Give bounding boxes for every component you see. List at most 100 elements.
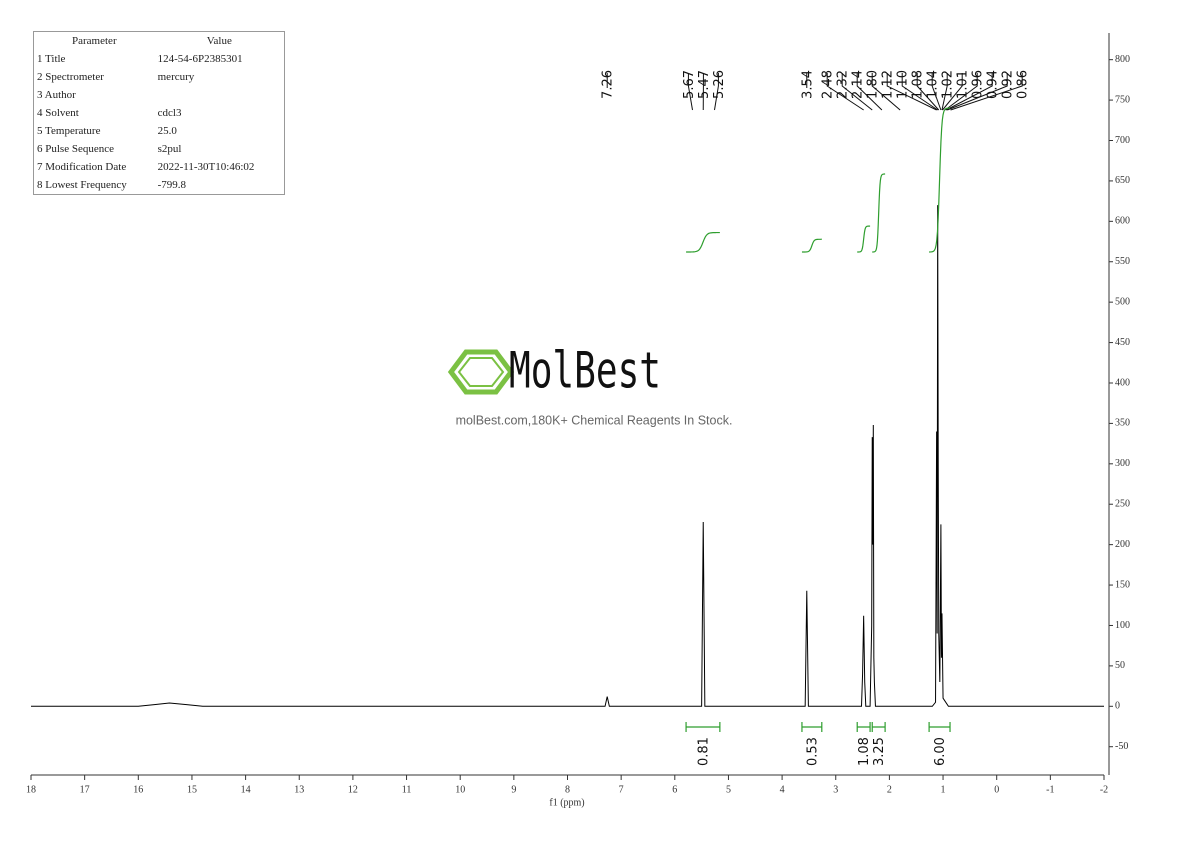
peak-label: 0.86 xyxy=(1016,70,1031,99)
table-header: Value xyxy=(206,35,232,47)
peak-label: 1.01 xyxy=(956,70,971,99)
x-tick-label: 9 xyxy=(511,784,516,795)
y-tick-label: 800 xyxy=(1115,54,1130,65)
peak-label: 5.26 xyxy=(712,70,727,99)
integral-label: 6.00 xyxy=(933,737,948,766)
table-cell: -799.8 xyxy=(157,179,187,191)
integral-bracket xyxy=(871,722,886,732)
table-row: 1 Title 124-54-6P2385301 xyxy=(34,50,285,68)
peak-label: 5.47 xyxy=(697,70,712,99)
peak-label: 1.08 xyxy=(911,70,926,99)
table-row: 7 Modification Date 2022-11-30T10:46:02 xyxy=(34,158,285,176)
y-tick-label: 500 xyxy=(1115,296,1130,307)
spectrum-line xyxy=(31,205,1104,707)
peak-label: 1.04 xyxy=(926,70,941,99)
x-tick-label: 2 xyxy=(887,784,892,795)
y-tick-label: 150 xyxy=(1115,579,1130,590)
x-tick-label: 7 xyxy=(619,784,624,795)
table-cell: 124-54-6P2385301 xyxy=(157,53,243,65)
peak-leader xyxy=(947,73,1008,111)
table-cell: 6 Pulse Sequence xyxy=(37,143,114,155)
x-tick-label: 5 xyxy=(726,784,731,795)
table-cell xyxy=(155,86,285,104)
x-tick-label: 6 xyxy=(672,784,677,795)
peak-leader xyxy=(714,73,719,111)
peak-label: 2.48 xyxy=(821,70,836,99)
integral-curve xyxy=(686,231,720,253)
x-tick-label: 10 xyxy=(455,784,465,795)
y-tick-label: 600 xyxy=(1115,216,1130,227)
integral-curve xyxy=(857,225,871,253)
logo-ring xyxy=(457,357,505,387)
table-cell: 7 Modification Date xyxy=(37,161,127,173)
x-tick-label: 16 xyxy=(133,784,143,795)
y-tick-label: 50 xyxy=(1115,660,1125,671)
peak-label: 1.12 xyxy=(881,70,896,99)
integral-curve xyxy=(801,238,822,253)
integral-curve xyxy=(929,107,951,253)
y-tick-label: 550 xyxy=(1115,256,1130,267)
y-tick-label: 450 xyxy=(1115,337,1130,348)
y-tick-label: 300 xyxy=(1115,458,1130,469)
peak-leader xyxy=(886,73,937,111)
y-tick-label: 400 xyxy=(1115,377,1130,388)
peak-leader xyxy=(931,73,942,111)
peak-leader xyxy=(942,73,963,111)
watermark: MolBest molBest.com,180K+ Chemical Reage… xyxy=(447,342,733,427)
x-tick-label: 0 xyxy=(994,784,999,795)
table-cell: cdcl3 xyxy=(157,107,182,119)
x-tick-label: 1 xyxy=(941,784,946,795)
integral-label: 0.81 xyxy=(696,737,711,766)
x-tick-label: 11 xyxy=(402,784,412,795)
x-tick-label: -2 xyxy=(1100,784,1108,795)
peak-leader xyxy=(856,73,883,111)
integral-bracket xyxy=(856,722,871,732)
peak-label: 1.80 xyxy=(866,70,881,99)
table-cell: 25.0 xyxy=(157,125,177,137)
table-cell: 5 Temperature xyxy=(37,125,101,137)
integral-label: 0.53 xyxy=(805,737,820,766)
table-cell: 8 Lowest Frequency xyxy=(37,179,127,191)
x-tick-label: 18 xyxy=(26,784,36,795)
x-axis-label: f1 (ppm) xyxy=(549,797,584,808)
peak-leader xyxy=(950,73,1023,111)
x-tick-label: 3 xyxy=(833,784,838,795)
y-tick-label: 200 xyxy=(1115,539,1130,550)
table-cell: 4 Solvent xyxy=(37,107,79,119)
y-tick-label: 700 xyxy=(1115,135,1130,146)
table-row: 6 Pulse Sequence s2pul xyxy=(34,140,285,158)
peak-leader xyxy=(841,73,873,111)
peak-label: 3.54 xyxy=(800,70,815,99)
peak-label: 1.02 xyxy=(941,70,956,99)
table-header: Parameter xyxy=(72,35,117,47)
table-row: 2 Spectrometer mercury xyxy=(34,68,285,86)
y-tick-label: 100 xyxy=(1115,620,1130,631)
x-tick-label: 15 xyxy=(187,784,197,795)
y-tick-label: 0 xyxy=(1115,701,1120,712)
peak-leader xyxy=(901,73,938,111)
x-tick-label: 13 xyxy=(294,784,304,795)
table-row: 4 Solvent cdcl3 xyxy=(34,104,285,122)
peak-leader xyxy=(687,73,693,111)
peak-leader xyxy=(944,73,978,111)
y-tick-label: -50 xyxy=(1115,741,1128,752)
table-cell: s2pul xyxy=(157,143,182,155)
x-tick-label: 12 xyxy=(348,784,358,795)
peak-label: 0.94 xyxy=(986,70,1001,99)
peak-leader xyxy=(946,73,993,111)
watermark-text: molBest.com,180K+ Chemical Reagents In S… xyxy=(456,413,733,427)
peak-label: 1.10 xyxy=(896,70,911,99)
y-tick-label: 750 xyxy=(1115,94,1130,105)
peak-label: 0.96 xyxy=(971,70,986,99)
x-tick-label: -1 xyxy=(1046,784,1054,795)
parameter-table: Parameter Value 1 Title 124-54-6P2385301 2 … xyxy=(33,31,285,195)
peak-label: 2.32 xyxy=(836,70,851,99)
integral-curve xyxy=(872,173,886,253)
peak-leader xyxy=(871,73,901,111)
x-tick-label: 17 xyxy=(80,784,90,795)
table-cell: 2 Spectrometer xyxy=(37,71,104,83)
table-row: 8 Lowest Frequency -799.8 xyxy=(34,176,285,195)
peak-label: 7.26 xyxy=(601,70,616,99)
table-cell: 3 Author xyxy=(37,89,76,101)
peak-leader xyxy=(916,73,940,111)
